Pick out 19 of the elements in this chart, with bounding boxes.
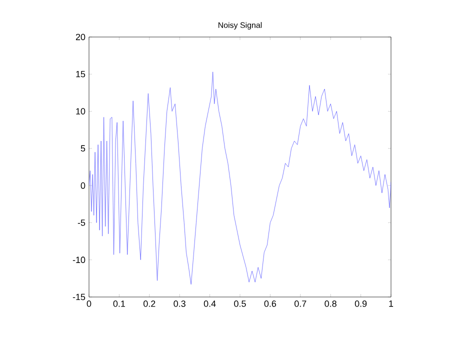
x-tick-label: 0.7 — [294, 300, 306, 307]
x-tick-label: 0.9 — [354, 300, 367, 307]
x-tick-label: 0.4 — [204, 300, 216, 307]
y-tick-label: 5 — [80, 145, 86, 152]
y-tick-label: -10 — [72, 256, 86, 264]
x-tick-label: 1 — [389, 300, 394, 307]
y-tick-label: -5 — [78, 220, 86, 226]
x-tick-label: 0.5 — [234, 300, 246, 307]
x-tick-label: 0 — [86, 300, 92, 307]
y-tick-label: 0 — [80, 182, 86, 189]
y-tick-label: 10 — [76, 108, 86, 114]
x-tick-label: 0.3 — [174, 300, 186, 307]
x-tick-label: 0.1 — [113, 300, 125, 307]
x-tick-label: 0.2 — [144, 300, 156, 307]
y-tick-label: 20 — [76, 34, 86, 40]
x-tick-label: 0.6 — [264, 300, 276, 307]
x-tick-label: 0.8 — [324, 300, 336, 307]
y-tick-label: 15 — [76, 71, 86, 78]
y-tick-label: -15 — [72, 294, 86, 300]
